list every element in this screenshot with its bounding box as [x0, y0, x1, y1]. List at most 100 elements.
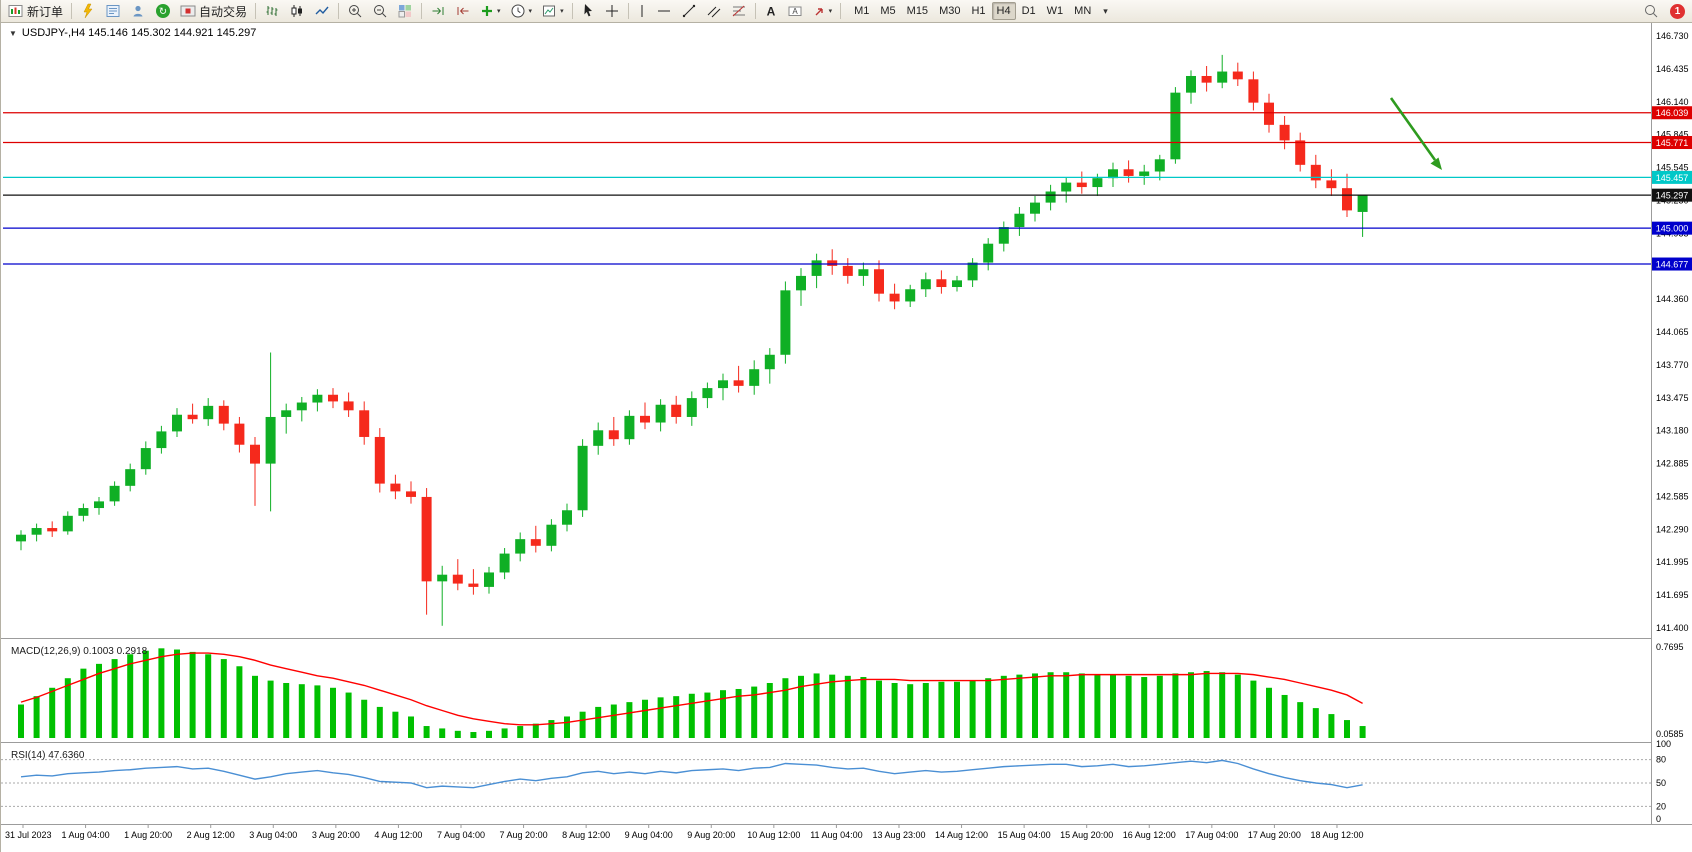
timeframe-button-m30[interactable]: M30 [934, 2, 965, 20]
timeframe-button-h4[interactable]: H4 [991, 2, 1016, 20]
macd-histogram-bar [517, 726, 524, 738]
macd-histogram-bar [1156, 675, 1163, 738]
search-button[interactable] [1639, 1, 1663, 21]
timeframe-button-h1[interactable]: H1 [966, 2, 990, 20]
auto-scroll-icon [430, 3, 446, 19]
time-axis-label: 8 Aug 12:00 [562, 830, 610, 840]
candle-body [562, 510, 572, 525]
timeframe-button-m5[interactable]: M5 [875, 2, 900, 20]
autotrade-button[interactable]: 自动交易 [176, 1, 251, 21]
timeframe-button-w1[interactable]: W1 [1042, 2, 1069, 20]
price-axis-label: 141.695 [1656, 590, 1689, 600]
candle-body [515, 539, 526, 554]
rsi-line [20, 759, 1363, 789]
arrows-tool-icon [812, 3, 826, 19]
macd-histogram-bar [174, 649, 180, 738]
macd-histogram-bar [938, 681, 945, 738]
candle-body [671, 404, 682, 417]
rsi-label: RSI(14) 47.6360 [11, 750, 85, 761]
candle-body [1248, 79, 1259, 103]
macd-histogram-bar [1078, 673, 1085, 738]
time-axis-label: 1 Aug 20:00 [124, 830, 172, 840]
macd-histogram-bar [704, 692, 711, 738]
trendline-button[interactable] [677, 1, 701, 21]
candle-body [874, 269, 884, 294]
crosshair-button[interactable] [600, 1, 624, 21]
candle-body [499, 553, 510, 573]
chart-collapse-arrow[interactable]: ▼ [9, 28, 17, 38]
timeframe-button-m15[interactable]: M15 [902, 2, 933, 20]
person-icon [130, 3, 146, 19]
macd-histogram-bar [1203, 671, 1210, 738]
cursor-button[interactable] [577, 1, 599, 21]
svg-text:A: A [766, 5, 775, 19]
main-toolbar: 新订单 ↻ 自动交易 [1, 0, 1692, 23]
search-icon [1643, 3, 1659, 19]
horizontal-line-button[interactable] [652, 1, 676, 21]
line-chart-icon [314, 3, 330, 19]
candle-body [796, 275, 806, 291]
macd-histogram-bar [954, 681, 960, 738]
fibonacci-button[interactable] [727, 1, 751, 21]
candle-body [1061, 182, 1072, 192]
macd-histogram-bar [330, 687, 336, 738]
zoom-out-button[interactable] [368, 1, 392, 21]
new-order-button[interactable]: 新订单 [4, 1, 67, 21]
candlestick-chart-icon [289, 3, 305, 19]
cursor-icon [581, 3, 595, 19]
candle-body [920, 279, 931, 290]
chart-shift-button[interactable] [451, 1, 475, 21]
timeframe-button-m1[interactable]: M1 [849, 2, 874, 20]
candlestick-chart-button[interactable] [285, 1, 309, 21]
candle-body [952, 280, 962, 288]
timeframe-button-mn[interactable]: MN [1069, 2, 1096, 20]
arrow-annotation[interactable] [1389, 97, 1437, 161]
candle-body [172, 414, 182, 432]
candle-body [967, 262, 978, 281]
text-label-button[interactable]: A [783, 1, 807, 21]
periods-button[interactable]: ▾ [506, 1, 537, 21]
time-axis-label: 10 Aug 12:00 [747, 830, 800, 840]
macd-histogram-bar [922, 682, 929, 738]
macd-histogram-bar [1016, 674, 1023, 738]
channel-button[interactable] [702, 1, 726, 21]
profile-button[interactable] [126, 1, 150, 21]
arrow-annotation-head[interactable] [1430, 157, 1443, 171]
price-axis-label: 143.770 [1656, 360, 1689, 370]
candle-body [484, 572, 494, 587]
toolbar-overflow-chevron[interactable]: ▾ [1103, 5, 1108, 16]
templates-button[interactable]: ▾ [537, 1, 568, 21]
candle-body [1123, 169, 1134, 176]
text-tool-button[interactable]: A [760, 1, 782, 21]
candle-body [624, 415, 635, 440]
macd-histogram-bar [423, 726, 430, 738]
timeframe-button-d1[interactable]: D1 [1017, 2, 1041, 20]
depth-of-market-button[interactable] [101, 1, 125, 21]
auto-scroll-button[interactable] [426, 1, 450, 21]
zoom-in-button[interactable] [343, 1, 367, 21]
chart-ohlc-text: USDJPY-,H4 145.146 145.302 144.921 145.2… [21, 27, 257, 39]
vertical-line-button[interactable] [633, 1, 651, 21]
candle-body [1279, 124, 1290, 141]
lightning-button[interactable] [76, 1, 100, 21]
horizontal-line-icon [656, 3, 672, 19]
notification-badge[interactable]: 1 [1670, 3, 1685, 19]
candle-body [218, 405, 229, 424]
arrows-tool-button[interactable]: ▾ [808, 1, 837, 21]
bar-chart-button[interactable] [260, 1, 284, 21]
refresh-button[interactable]: ↻ [151, 1, 175, 21]
line-chart-button[interactable] [310, 1, 334, 21]
macd-histogram-bar [127, 654, 134, 738]
tile-windows-button[interactable] [393, 1, 417, 21]
candle-body [374, 436, 385, 484]
macd-histogram-bar [1032, 673, 1038, 738]
candle-body [811, 260, 822, 276]
indicators-button[interactable]: ▾ [476, 1, 505, 21]
macd-histogram-bar [392, 711, 399, 738]
candle-body [718, 380, 728, 389]
macd-histogram-bar [532, 723, 539, 738]
candle-body [1201, 75, 1212, 83]
macd-histogram-bar [579, 711, 586, 738]
macd-histogram-bar [205, 654, 212, 738]
